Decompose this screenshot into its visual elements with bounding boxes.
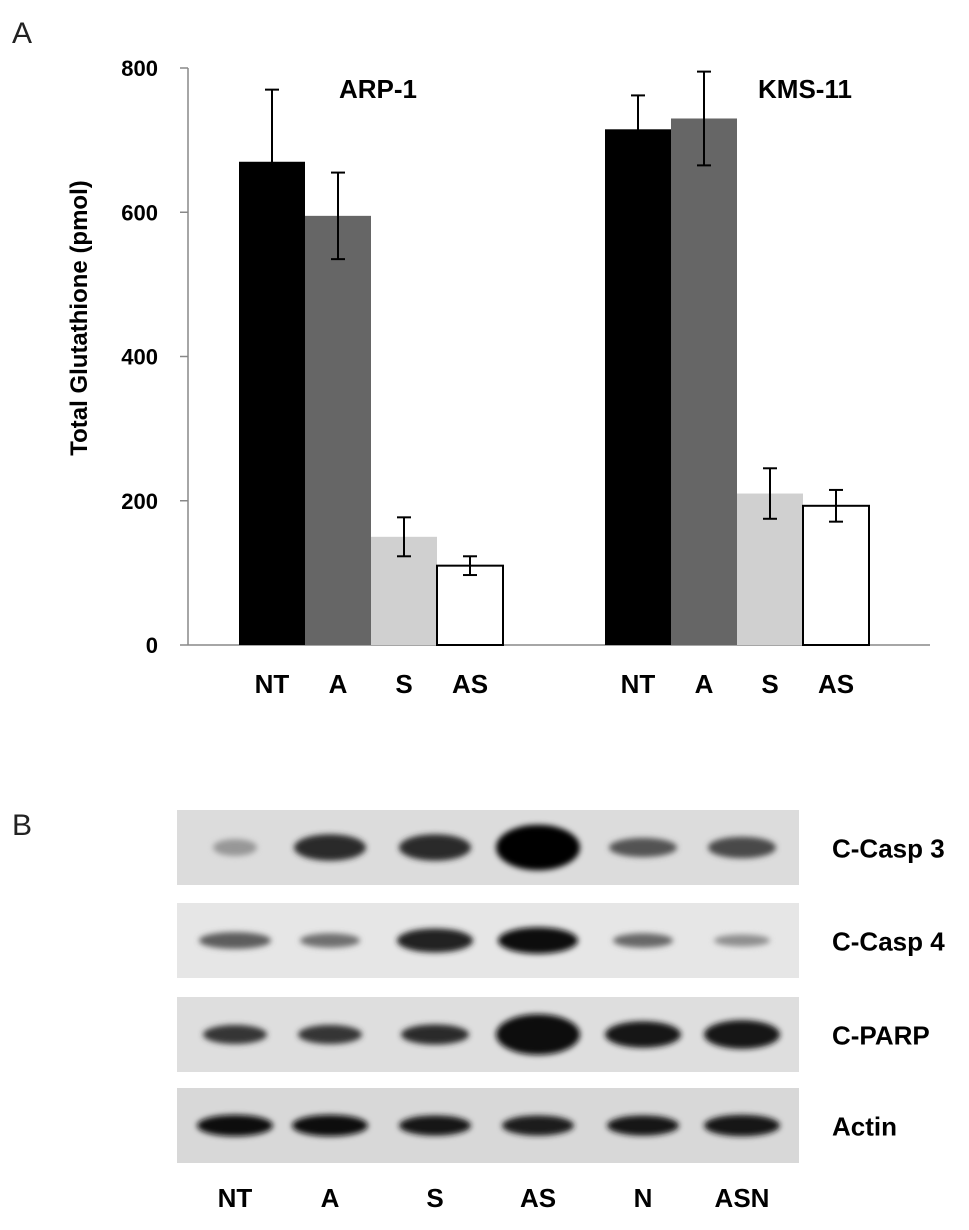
band — [704, 1114, 780, 1137]
error-bar — [331, 171, 345, 261]
band — [496, 1014, 580, 1055]
y-tick-label: 400 — [121, 345, 158, 370]
group-title: ARP-1 — [339, 74, 417, 104]
error-bar — [463, 555, 477, 577]
error-bar — [697, 70, 711, 167]
band — [704, 1020, 780, 1049]
y-tick-label: 200 — [121, 489, 158, 514]
lane-label: ASN — [715, 1183, 770, 1213]
blot-background — [177, 1088, 799, 1163]
error-bar — [265, 88, 279, 235]
band — [399, 834, 471, 861]
band — [294, 834, 366, 861]
y-tick-label: 0 — [146, 633, 158, 658]
category-labels: NT A S AS NT A S AS — [255, 669, 854, 699]
category-label: S — [395, 669, 412, 699]
bar-arp-1-a — [305, 215, 371, 645]
band — [605, 1021, 681, 1048]
lane-label: N — [634, 1183, 653, 1213]
blot-row — [177, 1088, 799, 1163]
band — [708, 836, 776, 859]
blot-row-label: C-Casp 4 — [832, 927, 945, 957]
panel-a-label: A — [12, 17, 32, 50]
bar-arp-1-as — [436, 564, 504, 646]
error-bar — [397, 516, 411, 558]
lane-labels: NT A S AS N ASN — [218, 1183, 770, 1213]
error-bar — [763, 467, 777, 520]
lane-label: AS — [520, 1183, 556, 1213]
bar-kms-11-a — [671, 118, 737, 646]
lane-label: S — [426, 1183, 443, 1213]
lane-label: NT — [218, 1183, 253, 1213]
category-label: S — [761, 669, 778, 699]
bars — [239, 70, 870, 646]
band — [203, 1024, 267, 1045]
band — [498, 927, 578, 954]
group-titles: ARP-1 KMS-11 — [339, 74, 852, 104]
bar-arp-1-nt — [239, 161, 305, 645]
band — [399, 1115, 471, 1136]
blot-row — [177, 997, 799, 1072]
band — [213, 839, 257, 856]
band — [199, 932, 271, 949]
blot-background — [177, 903, 799, 978]
blot-row-label: C-PARP — [832, 1021, 930, 1051]
blot-row-label: C-Casp 3 — [832, 834, 945, 864]
band — [300, 933, 360, 948]
lane-label: A — [321, 1183, 340, 1213]
band — [613, 933, 673, 948]
band — [292, 1114, 368, 1137]
blot-background — [177, 810, 799, 885]
y-tick-label: 600 — [121, 200, 158, 225]
category-label: A — [329, 669, 348, 699]
band — [607, 1115, 679, 1136]
bar-kms-11-nt — [605, 129, 671, 645]
blot-row — [177, 903, 799, 978]
band — [502, 1115, 574, 1136]
error-bar — [631, 94, 645, 165]
category-label: AS — [452, 669, 488, 699]
band — [609, 837, 677, 858]
blot-row — [177, 810, 799, 885]
group-title: KMS-11 — [758, 74, 852, 104]
band — [298, 1024, 362, 1045]
category-label: NT — [255, 669, 290, 699]
y-axis-label: Total Glutathione (pmol) — [66, 180, 93, 456]
y-tick-label: 800 — [121, 56, 158, 81]
blot-background — [177, 997, 799, 1072]
category-label: NT — [621, 669, 656, 699]
panel-b-label: B — [12, 809, 32, 842]
error-bar — [829, 488, 843, 523]
bar-kms-11-as — [802, 504, 870, 646]
blot-row-label: Actin — [832, 1112, 897, 1142]
western-blot — [177, 810, 799, 1163]
category-label: AS — [818, 669, 854, 699]
blot-row-labels: C-Casp 3 C-Casp 4 C-PARP Actin — [832, 834, 945, 1142]
band — [401, 1024, 469, 1045]
band — [397, 928, 473, 953]
category-label: A — [695, 669, 714, 699]
band — [714, 934, 770, 947]
band — [197, 1114, 273, 1137]
band — [496, 824, 580, 871]
